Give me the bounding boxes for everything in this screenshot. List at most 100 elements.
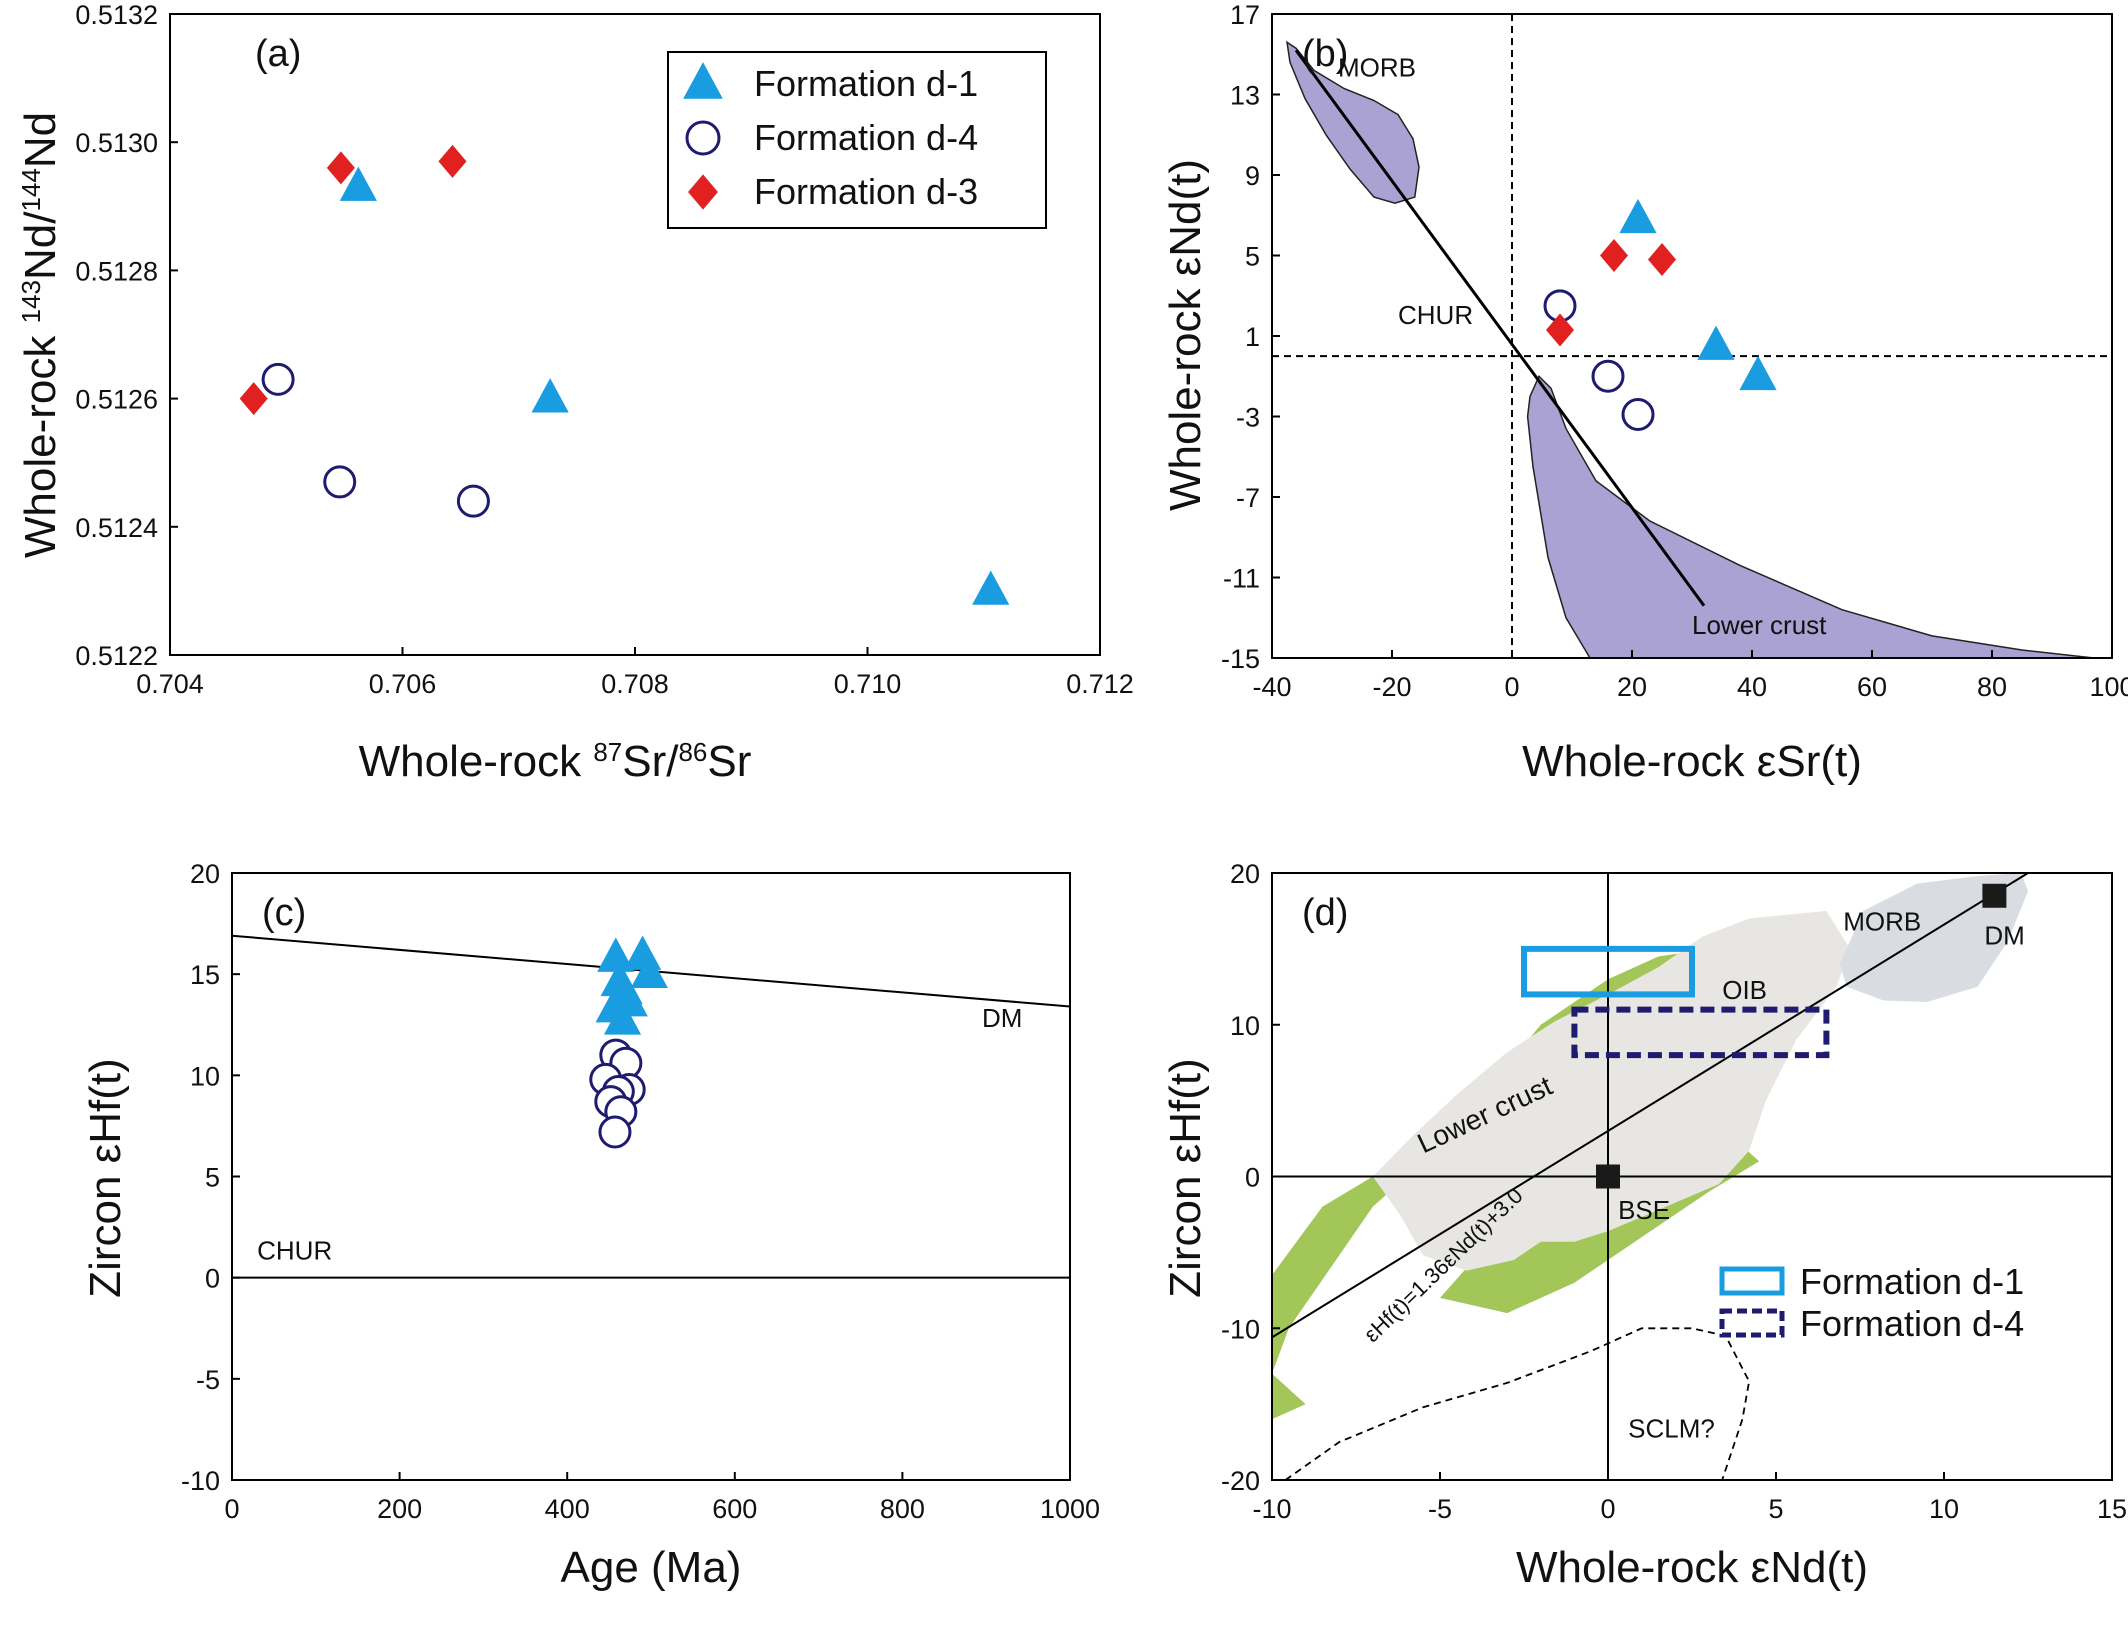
mantle-array-line bbox=[1294, 49, 1706, 607]
x-tick-label: 400 bbox=[545, 1494, 590, 1524]
panel-a-x-axis-label: Whole-rock 87Sr/86Sr bbox=[359, 737, 752, 786]
x-tick-label: 100 bbox=[2089, 672, 2128, 702]
panel-b-ticks: -40 -20 0 20 40 60 80 100 17 13 9 5 1 -3 -7 -11 -15 bbox=[1221, 0, 2128, 702]
oib-label: OIB bbox=[1722, 975, 1767, 1005]
x-tick-label: -10 bbox=[1252, 1494, 1291, 1524]
circle-point bbox=[323, 465, 357, 499]
panel-a: 0.704 0.706 0.708 0.710 0.712 0.5122 0.5124 0.5… bbox=[16, 0, 1134, 786]
circle-point bbox=[456, 484, 490, 518]
panel-d-label: (d) bbox=[1302, 892, 1348, 934]
diamond-point bbox=[1545, 313, 1575, 347]
y-tick-label: -3 bbox=[1236, 403, 1260, 433]
chur-label: CHUR bbox=[257, 1235, 332, 1265]
panel-a-points bbox=[239, 144, 1010, 605]
y-tick-label: -15 bbox=[1221, 644, 1260, 674]
x-tick-label: 600 bbox=[712, 1494, 757, 1524]
y-tick-label: 5 bbox=[205, 1163, 220, 1193]
triangle-point bbox=[630, 953, 668, 989]
circle-point bbox=[1621, 397, 1655, 431]
triangle-point bbox=[1619, 198, 1657, 234]
panel-a-ticks: 0.704 0.706 0.708 0.710 0.712 0.5122 0.5124 0.5… bbox=[75, 0, 1133, 699]
panel-a-label: (a) bbox=[255, 33, 301, 75]
bse-marker bbox=[1596, 1164, 1620, 1189]
y-tick-label: -10 bbox=[1221, 1314, 1260, 1344]
y-tick-label: -20 bbox=[1221, 1466, 1260, 1496]
panel-c-ticks: 0 200 400 600 800 1000 20 15 10 5 0 -5 -10 bbox=[181, 859, 1100, 1524]
legend-label: Formation d-1 bbox=[754, 63, 978, 104]
y-tick-label: -11 bbox=[1223, 564, 1260, 594]
panel-b-label: (b) bbox=[1302, 33, 1348, 75]
legend-label: Formation d-4 bbox=[754, 117, 978, 158]
diamond-point bbox=[1647, 243, 1677, 277]
formation-d1-box bbox=[1521, 945, 1695, 998]
label-superscript: 87 bbox=[593, 737, 622, 767]
bse-label: BSE bbox=[1618, 1195, 1670, 1225]
panel-b-x-axis-label: Whole-rock εSr(t) bbox=[1522, 737, 1862, 786]
x-tick-label: 200 bbox=[377, 1494, 422, 1524]
triangle-point bbox=[972, 570, 1010, 605]
y-tick-label: -10 bbox=[181, 1466, 220, 1496]
lower-crust-label: Lower crust bbox=[1692, 610, 1827, 640]
panel-d-x-axis-label: Whole-rock εNd(t) bbox=[1516, 1543, 1868, 1592]
morb-label: MORB bbox=[1338, 52, 1416, 82]
circle-point bbox=[261, 362, 295, 396]
panel-c-x-axis-label: Age (Ma) bbox=[561, 1543, 742, 1592]
x-tick-label: 40 bbox=[1737, 672, 1767, 702]
sclm-label: SCLM? bbox=[1628, 1414, 1715, 1444]
x-tick-label: 0.712 bbox=[1066, 669, 1134, 699]
y-tick-label: 0 bbox=[205, 1264, 220, 1294]
panel-c-label: (c) bbox=[262, 892, 306, 934]
x-tick-label: -5 bbox=[1428, 1494, 1452, 1524]
dm-label: DM bbox=[982, 1003, 1022, 1033]
triangle-point bbox=[624, 935, 662, 970]
y-tick-label: -5 bbox=[196, 1365, 220, 1395]
panel-a-y-axis-label: Whole-rock 143Nd/144Nd bbox=[16, 112, 65, 558]
label-text: Nd/ bbox=[16, 211, 65, 280]
y-tick-label: -7 bbox=[1236, 483, 1260, 513]
legend-swatch-d1 bbox=[1719, 1266, 1785, 1296]
label-text: Nd bbox=[16, 112, 65, 168]
diamond-point bbox=[326, 151, 355, 185]
formation-d4-box bbox=[1571, 1006, 1830, 1059]
triangle-point bbox=[1739, 355, 1777, 391]
x-tick-label: 60 bbox=[1857, 672, 1887, 702]
dm-marker bbox=[1982, 883, 2007, 908]
y-tick-label: 10 bbox=[190, 1061, 220, 1091]
x-tick-label: 0.708 bbox=[601, 669, 669, 699]
panel-c: 0 200 400 600 800 1000 20 15 10 5 0 -5 -10 (c) DM CH… bbox=[81, 859, 1100, 1592]
label-text: Sr/ bbox=[622, 737, 679, 786]
lower-crust-field bbox=[1526, 374, 2095, 659]
oib-field bbox=[1372, 910, 1850, 1271]
label-superscript: 86 bbox=[678, 737, 707, 767]
circle-point bbox=[1591, 359, 1625, 393]
y-tick-label: 15 bbox=[190, 960, 220, 990]
dm-label: DM bbox=[1984, 920, 2024, 950]
label-text: Whole-rock bbox=[16, 323, 65, 558]
x-tick-label: 800 bbox=[880, 1494, 925, 1524]
x-tick-label: 0 bbox=[224, 1494, 239, 1524]
sclm-boundary bbox=[1284, 1327, 1751, 1481]
panel-c-points bbox=[589, 935, 668, 1149]
y-tick-label: 0.5128 bbox=[75, 256, 158, 286]
x-tick-label: 5 bbox=[1768, 1494, 1783, 1524]
x-tick-label: 0.710 bbox=[834, 669, 902, 699]
triangle-point bbox=[531, 378, 569, 413]
terrestrial-array-line bbox=[1271, 872, 2029, 1339]
y-tick-label: 0 bbox=[1245, 1163, 1260, 1193]
morb-label: MORB bbox=[1843, 907, 1921, 937]
y-tick-label: 0.5126 bbox=[75, 385, 158, 415]
legend-label-d4: Formation d-4 bbox=[1800, 1303, 2024, 1344]
legend-marker bbox=[688, 174, 718, 210]
legend-marker bbox=[683, 62, 723, 99]
legend-label-d1: Formation d-1 bbox=[1800, 1261, 2024, 1302]
x-tick-label: 0.704 bbox=[136, 669, 204, 699]
y-tick-label: 0.5132 bbox=[75, 0, 158, 30]
x-tick-label: 0 bbox=[1504, 672, 1519, 702]
y-tick-label: 10 bbox=[1230, 1011, 1260, 1041]
morb-field bbox=[1839, 873, 2028, 1002]
y-tick-label: 0.5122 bbox=[75, 641, 158, 671]
triangle-point bbox=[339, 166, 377, 201]
